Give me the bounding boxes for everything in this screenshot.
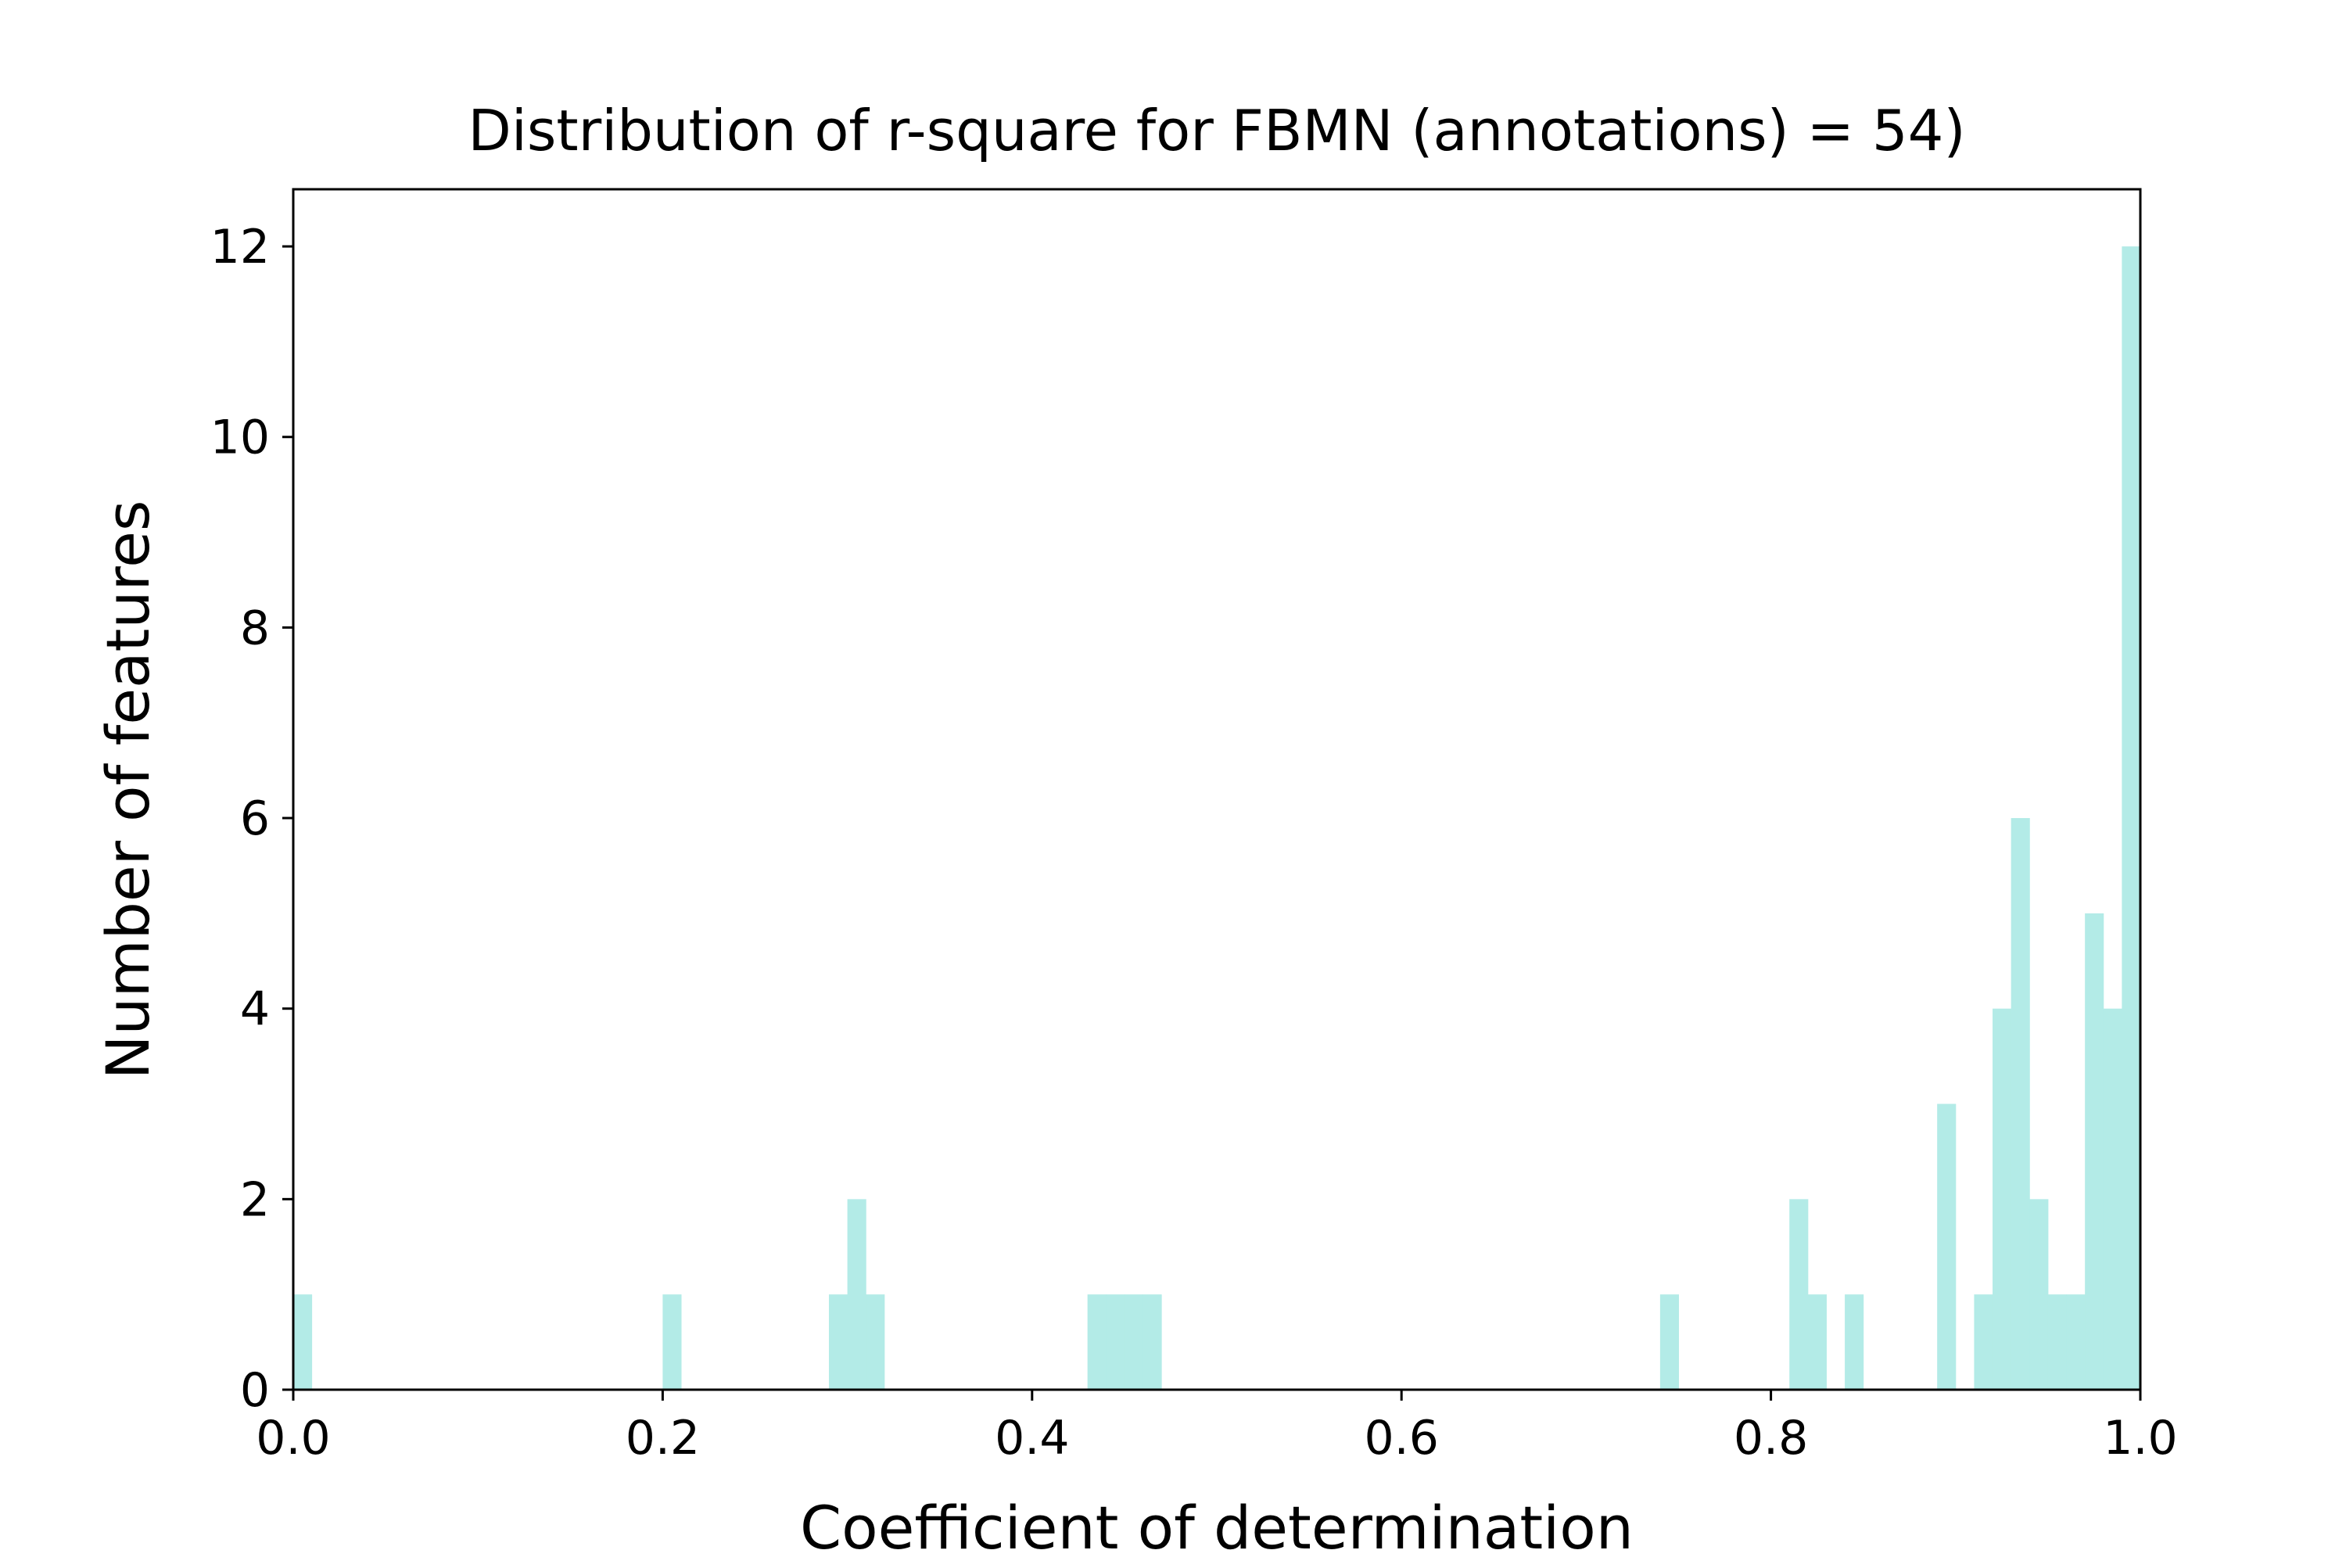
histogram-bar — [1974, 1294, 1993, 1390]
histogram-bar — [1789, 1199, 1809, 1390]
histogram-bar — [847, 1199, 866, 1390]
y-axis-label: Number of features — [93, 501, 163, 1080]
y-tick-label: 4 — [240, 982, 270, 1037]
histogram-bar — [1143, 1294, 1162, 1390]
histogram-bar — [1106, 1294, 1125, 1390]
histogram-bar — [828, 1294, 848, 1390]
histogram-bar — [866, 1294, 885, 1390]
histogram-bar — [1124, 1294, 1144, 1390]
bars-group — [293, 246, 2141, 1390]
x-axis-label: Coefficient of determination — [800, 1493, 1634, 1563]
x-tick-label: 0.8 — [1734, 1411, 1808, 1466]
histogram-bar — [2047, 1294, 2068, 1390]
histogram-bar — [1845, 1294, 1864, 1390]
y-tick-label: 10 — [210, 411, 270, 465]
chart-title: Distribution of r-square for FBMN (annot… — [468, 98, 1965, 163]
histogram-bar — [2103, 1008, 2122, 1390]
x-tick-label: 0.2 — [626, 1411, 700, 1466]
histogram-bar — [1087, 1294, 1107, 1390]
y-axis-ticks: 0 2 4 6 8 10 12 — [210, 220, 293, 1418]
y-tick-label: 6 — [240, 791, 270, 846]
y-tick-label: 8 — [240, 601, 270, 655]
histogram-bar — [1659, 1294, 1679, 1390]
plot-frame — [292, 188, 2142, 1391]
histogram-bar — [2122, 246, 2141, 1390]
histogram-bar — [2085, 913, 2104, 1390]
histogram-bar — [1993, 1008, 2012, 1390]
x-tick-label: 0.6 — [1364, 1411, 1438, 1466]
histogram-bar — [2029, 1199, 2049, 1390]
histogram-bar — [662, 1294, 682, 1390]
x-tick-label: 0.0 — [256, 1411, 330, 1466]
histogram-bar — [1937, 1103, 1957, 1390]
histogram-bar — [2066, 1294, 2086, 1390]
histogram-bar — [1807, 1294, 1827, 1390]
y-tick-label: 12 — [210, 220, 270, 274]
histogram-bar — [2011, 818, 2030, 1390]
x-axis-ticks: 0.0 0.2 0.4 0.6 0.8 1.0 — [256, 1390, 2178, 1466]
x-tick-label: 1.0 — [2103, 1411, 2177, 1466]
y-tick-label: 2 — [240, 1172, 270, 1227]
y-tick-label: 0 — [240, 1363, 270, 1418]
histogram-bar — [293, 1294, 313, 1390]
x-tick-label: 0.4 — [995, 1411, 1069, 1466]
